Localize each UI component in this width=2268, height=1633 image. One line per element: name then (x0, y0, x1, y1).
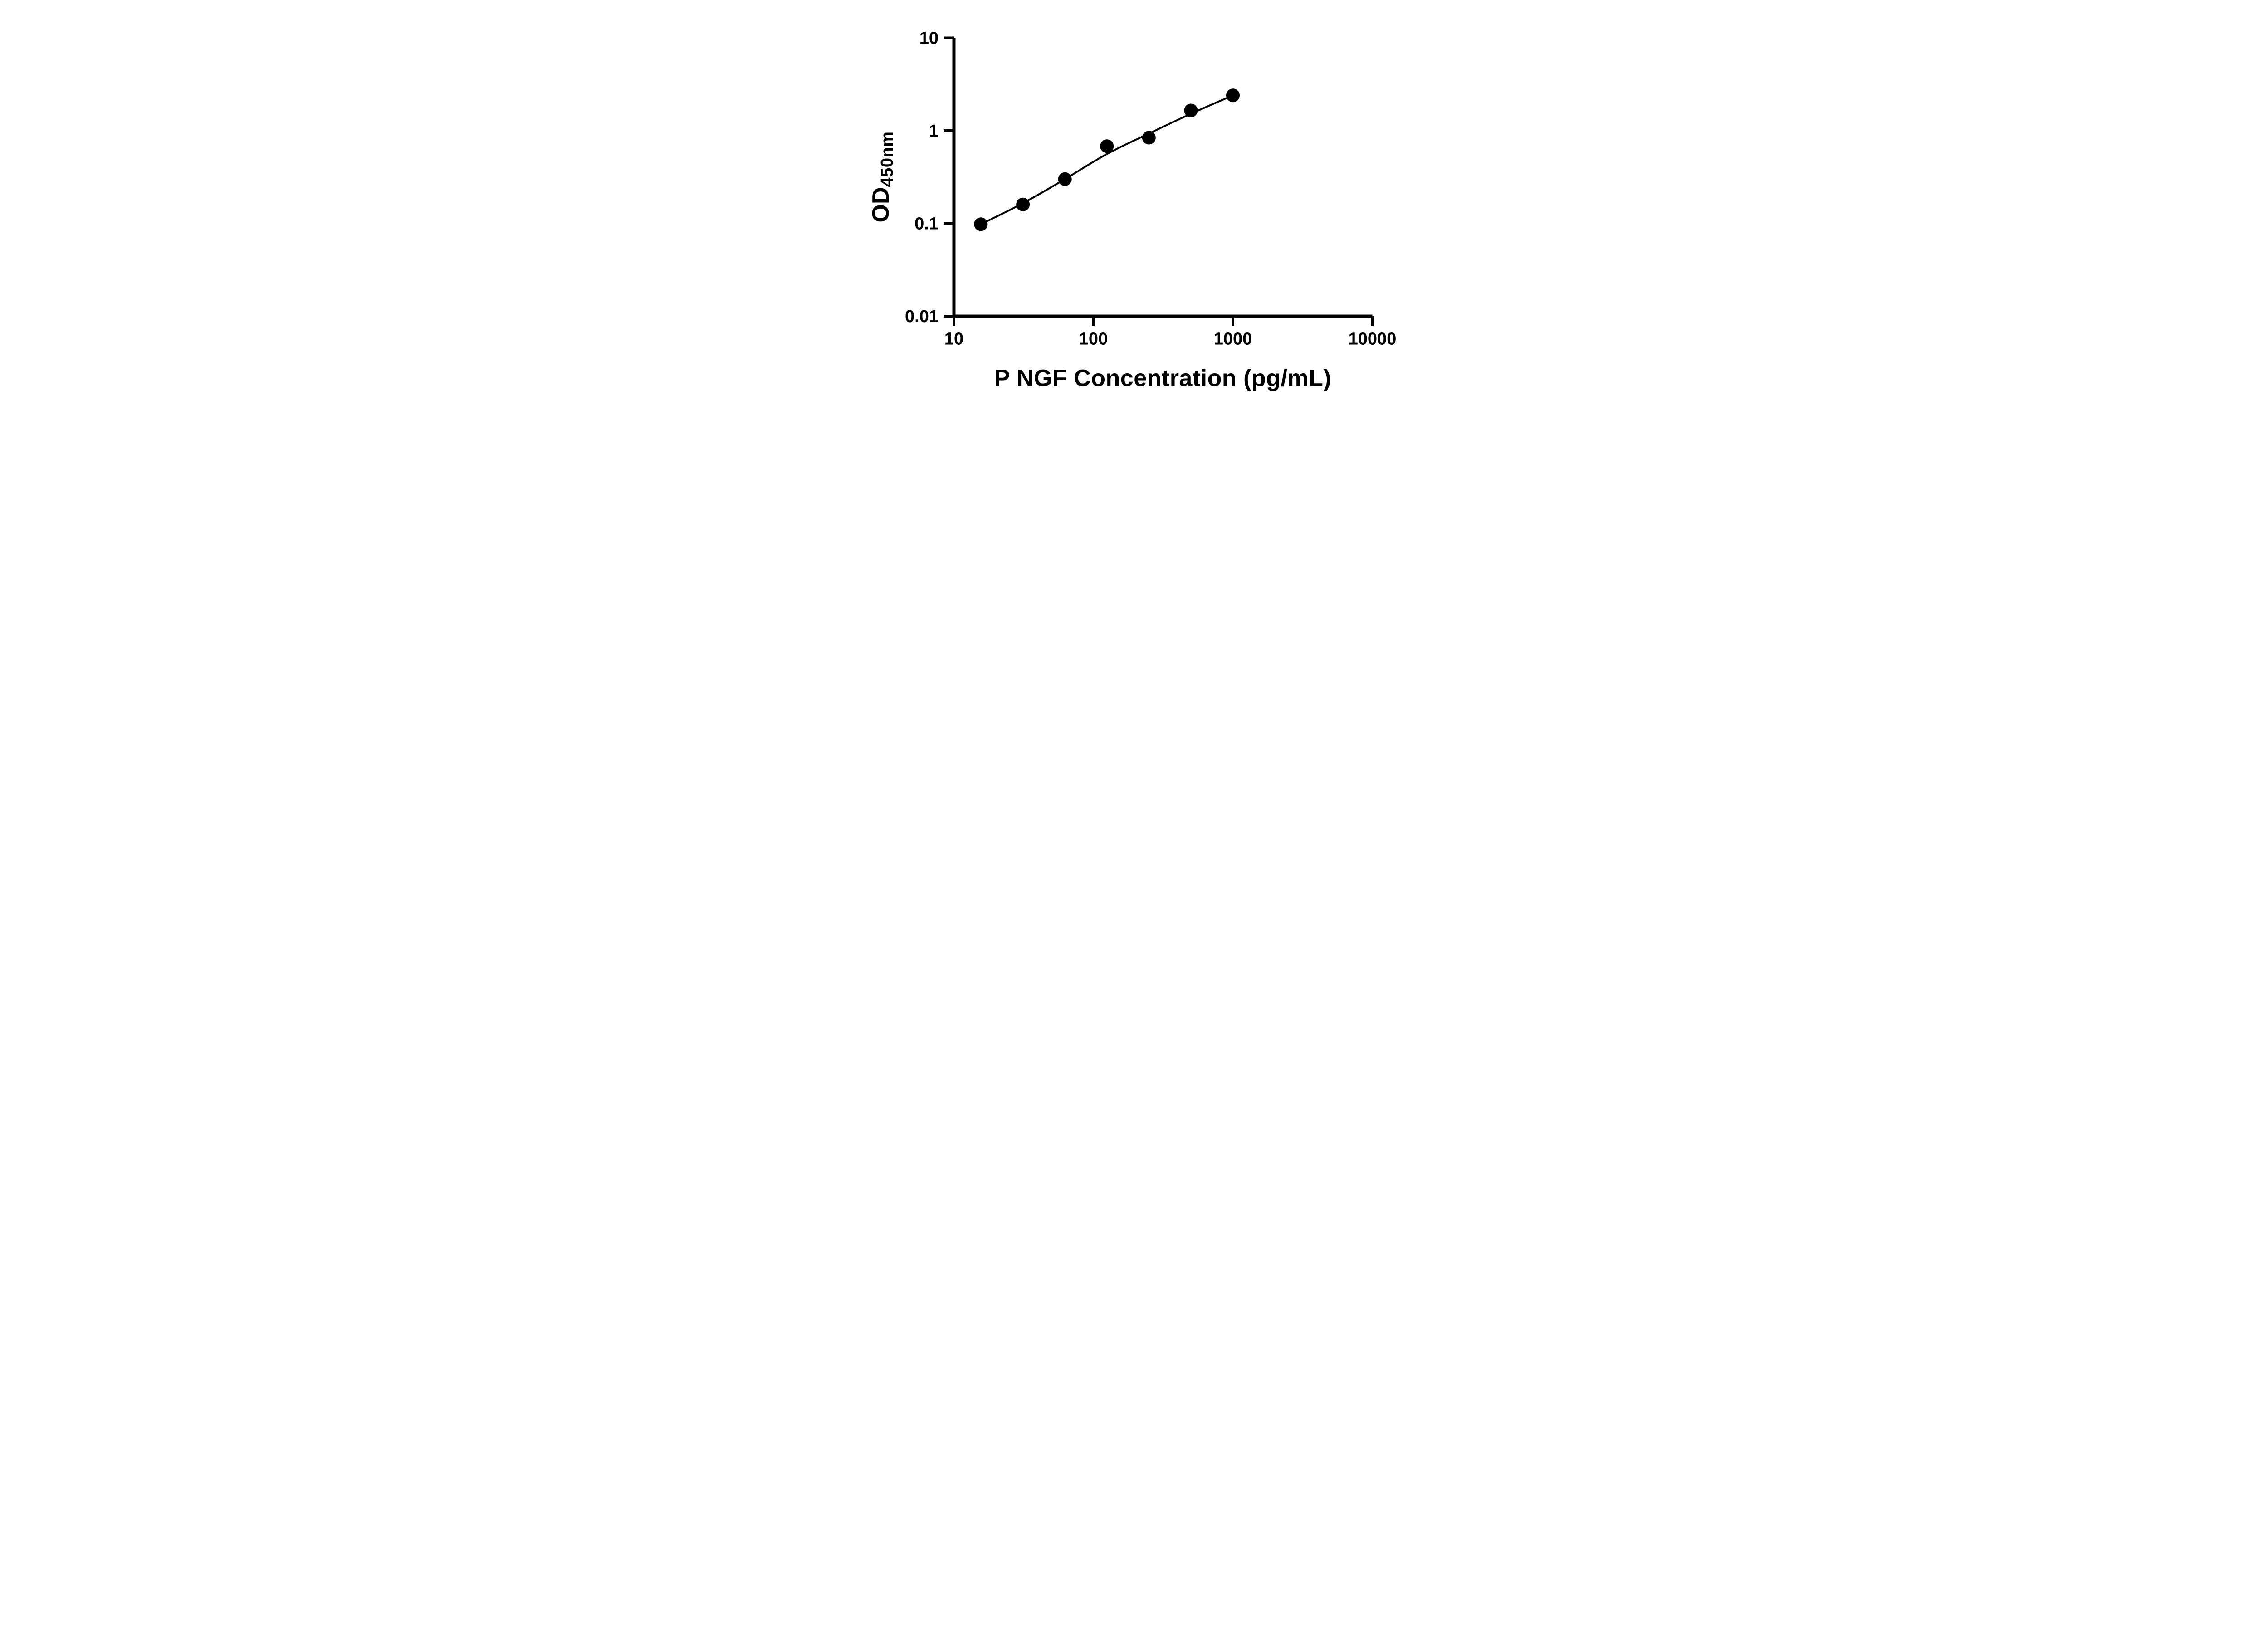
y-axis-title-sub: 450nm (877, 131, 897, 187)
axes-frame (952, 38, 1372, 318)
y-tick-label: 0.1 (914, 215, 938, 234)
x-tick-label: 1000 (1213, 329, 1252, 348)
data-point (973, 217, 987, 231)
data-point (1183, 103, 1198, 117)
y-tick-label: 10 (919, 29, 938, 48)
data-point (1100, 139, 1114, 153)
chart-figure: 10 100 1000 10000 0.01 0.1 1 10 P NGF Concentra… (842, 0, 1426, 408)
standard-curve-chart: 10 100 1000 10000 0.01 0.1 1 10 (905, 29, 1396, 349)
y-tick-label: 0.01 (905, 307, 938, 326)
x-tick-label: 10000 (1348, 329, 1396, 348)
data-point (1058, 172, 1072, 186)
data-point (1142, 131, 1156, 145)
x-tick-label: 100 (1079, 329, 1107, 348)
x-axis-title: P NGF Concentration (pg/mL) (994, 365, 1332, 391)
y-axis-title: OD450nm (867, 86, 897, 268)
y-tick-label: 1 (929, 122, 938, 141)
x-tick-label: 10 (944, 329, 963, 348)
data-point (1016, 197, 1030, 211)
data-point (1226, 88, 1240, 103)
y-axis-title-main: OD (867, 187, 894, 223)
